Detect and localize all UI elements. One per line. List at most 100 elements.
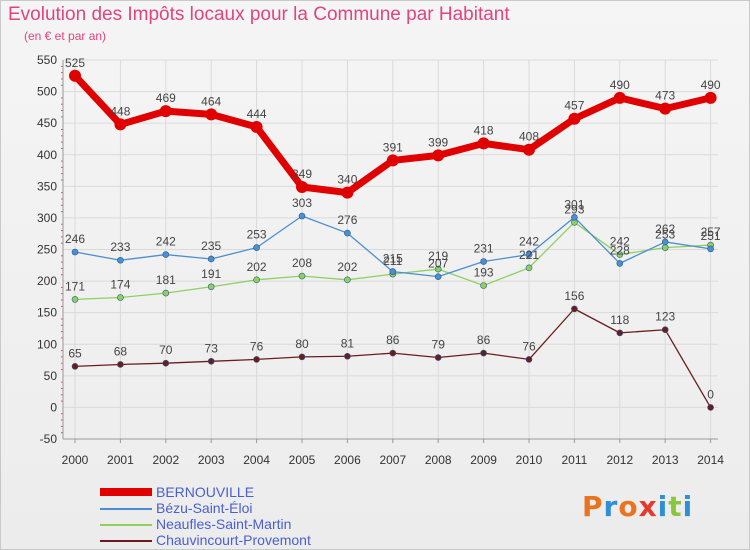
data-point-bezu-saint-eloi <box>525 251 533 258</box>
data-label-neaufles-saint-martin: 211 <box>383 254 402 268</box>
legend-swatch-bernouville <box>100 488 152 496</box>
data-point-neaufles-saint-martin <box>253 276 260 284</box>
data-point-chauvincourt-provemont <box>525 356 533 363</box>
data-point-bezu-saint-eloi <box>707 245 714 253</box>
data-point-bernouville <box>296 180 308 193</box>
x-tick-label: 2007 <box>379 453 406 467</box>
data-label-bezu-saint-eloi: 251 <box>701 229 721 243</box>
data-point-chauvincourt-provemont <box>480 349 487 357</box>
data-point-bernouville <box>659 102 672 115</box>
data-label-bezu-saint-eloi: 233 <box>110 240 130 254</box>
data-label-chauvincourt-provemont: 79 <box>432 338 446 352</box>
x-tick-label: 2010 <box>516 453 543 467</box>
legend-item-chauvincourt-provemont[interactable]: Chauvincourt-Provemont <box>100 532 400 548</box>
data-point-neaufles-saint-martin <box>162 289 170 297</box>
data-label-neaufles-saint-martin: 293 <box>564 202 584 216</box>
data-label-bernouville: 457 <box>564 99 584 113</box>
data-point-chauvincourt-provemont <box>253 356 260 363</box>
x-tick-label: 2002 <box>152 453 179 467</box>
y-tick-label: 0 <box>50 400 57 414</box>
data-point-neaufles-saint-martin <box>344 276 351 284</box>
data-label-bezu-saint-eloi: 301 <box>564 197 584 211</box>
data-point-bezu-saint-eloi <box>117 256 124 264</box>
legend-item-bezu-saint-eloi[interactable]: Bézu-Saint-Éloi <box>100 500 400 516</box>
data-label-bezu-saint-eloi: 207 <box>428 257 448 271</box>
x-tick-label: 2005 <box>289 453 316 467</box>
series-lines <box>69 69 717 411</box>
x-tick-label: 2009 <box>470 453 497 467</box>
y-tick-label: 250 <box>37 243 57 257</box>
proxiti-logo: Proxiti <box>582 490 694 523</box>
x-tick-label: 2004 <box>243 453 270 467</box>
chart-subtitle: (en € et par an) <box>24 29 107 43</box>
x-tick-label: 2012 <box>606 453 633 467</box>
legend-swatch-chauvincourt-provemont <box>100 540 152 542</box>
data-point-bezu-saint-eloi <box>71 248 79 256</box>
data-label-bernouville: 408 <box>519 130 539 144</box>
y-tick-label: 350 <box>37 179 57 193</box>
y-tick-label: 200 <box>37 274 57 288</box>
data-label-chauvincourt-provemont: 0 <box>707 387 714 401</box>
x-tick-label: 2001 <box>107 453 134 467</box>
x-tick-label: 2006 <box>334 453 361 467</box>
legend-item-neaufles-saint-martin[interactable]: Neaufles-Saint-Martin <box>100 516 400 532</box>
data-label-bernouville: 490 <box>701 78 721 92</box>
data-label-bernouville: 473 <box>655 89 675 103</box>
data-label-chauvincourt-provemont: 76 <box>250 339 264 353</box>
data-label-bezu-saint-eloi: 253 <box>247 228 267 242</box>
data-label-bernouville: 448 <box>110 104 130 118</box>
x-tick-label: 2003 <box>198 453 225 467</box>
data-point-bezu-saint-eloi <box>571 213 578 221</box>
data-point-bezu-saint-eloi <box>434 273 442 280</box>
data-label-bernouville: 469 <box>156 91 176 105</box>
data-point-bernouville <box>523 143 535 156</box>
legend-label-bezu-saint-eloi: Bézu-Saint-Éloi <box>156 500 253 516</box>
y-tick-label: 300 <box>37 211 57 225</box>
data-point-chauvincourt-provemont <box>162 359 170 367</box>
data-point-bernouville <box>613 91 626 104</box>
data-label-bernouville: 525 <box>65 56 85 70</box>
x-axis: 2000 2001 2002 2003 2004 2005 2006 2007 2008 2009… <box>62 438 724 467</box>
data-point-bernouville <box>341 186 354 199</box>
data-label-neaufles-saint-martin: 174 <box>110 278 130 292</box>
y-tick-label: 50 <box>44 369 58 383</box>
data-point-bernouville <box>477 137 490 150</box>
data-label-bezu-saint-eloi: 276 <box>337 213 357 227</box>
data-label-bezu-saint-eloi: 235 <box>201 239 221 253</box>
data-label-neaufles-saint-martin: 253 <box>655 228 675 242</box>
data-label-bernouville: 349 <box>292 167 312 181</box>
legend-label-chauvincourt-provemont: Chauvincourt-Provemont <box>156 532 311 548</box>
data-label-bezu-saint-eloi: 231 <box>474 242 494 256</box>
y-axis: -50 0 50 100 150 200 250 300 350 400 450 500 550 <box>37 53 64 446</box>
data-point-neaufles-saint-martin <box>480 282 487 289</box>
y-tick-label: 100 <box>37 337 57 351</box>
x-tick-label: 2011 <box>561 453 587 467</box>
data-label-neaufles-saint-martin: 221 <box>519 248 539 262</box>
data-point-bernouville <box>568 112 581 125</box>
x-tick-label: 2008 <box>425 453 452 467</box>
data-point-bernouville <box>432 149 445 162</box>
legend-item-bernouville[interactable]: BERNOUVILLE <box>100 484 400 500</box>
data-point-chauvincourt-provemont <box>207 358 215 365</box>
y-tick-label: 150 <box>37 306 57 320</box>
data-label-neaufles-saint-martin: 171 <box>65 279 85 293</box>
data-point-bernouville <box>159 105 172 118</box>
data-label-chauvincourt-provemont: 81 <box>341 336 355 350</box>
data-label-bezu-saint-eloi: 246 <box>65 232 85 246</box>
legend-label-neaufles-saint-martin: Neaufles-Saint-Martin <box>156 516 292 532</box>
data-label-chauvincourt-provemont: 68 <box>114 344 128 358</box>
data-label-chauvincourt-provemont: 80 <box>295 337 309 351</box>
data-point-chauvincourt-provemont <box>707 404 714 411</box>
data-point-bezu-saint-eloi <box>253 244 260 251</box>
data-labels: 525 448 469 464 444 349 340 391 399 418 408 457 490 4… <box>65 56 721 402</box>
data-point-neaufles-saint-martin <box>616 251 624 258</box>
x-tick-label: 2013 <box>652 453 679 467</box>
data-point-chauvincourt-provemont <box>616 329 624 337</box>
data-point-neaufles-saint-martin <box>661 244 669 251</box>
data-point-chauvincourt-provemont <box>117 361 124 368</box>
legend-label-bernouville: BERNOUVILLE <box>156 484 255 500</box>
data-label-neaufles-saint-martin: 202 <box>247 260 267 274</box>
data-label-bezu-saint-eloi: 262 <box>655 222 675 236</box>
data-label-bernouville: 444 <box>247 107 267 121</box>
